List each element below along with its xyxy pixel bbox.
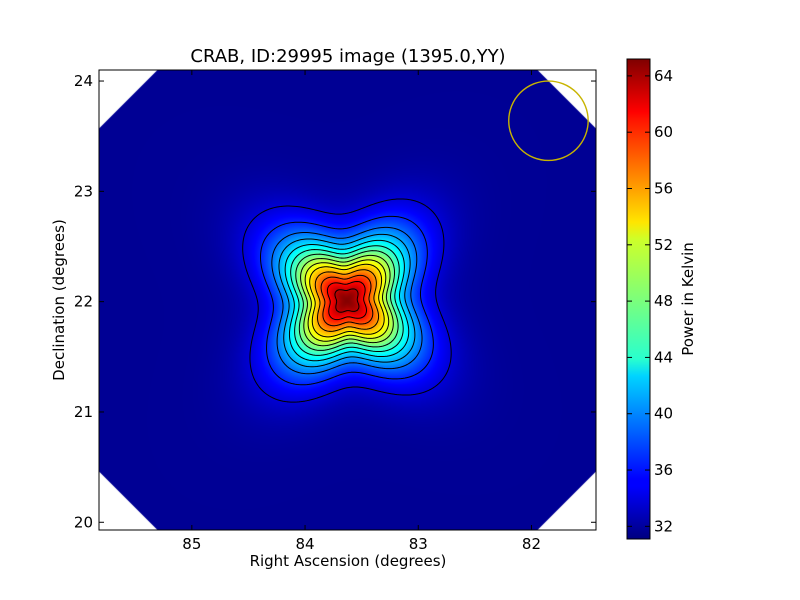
contour-level-13	[334, 288, 360, 313]
contour-level-3	[278, 233, 416, 368]
colorbar-ticks: 32 36 40 44 48 52 56 60 64	[627, 67, 673, 535]
contour-level-11	[320, 274, 374, 327]
x-tick-label: 82	[522, 535, 541, 553]
contour-level-2	[271, 226, 423, 375]
y-tick-label: 20	[74, 513, 93, 531]
y-axis-label: Declination (degrees)	[50, 219, 68, 381]
contour-group	[242, 198, 452, 403]
colorbar-tick-label: 48	[654, 292, 673, 310]
plot-area: 85 84 83 82 20 21 22 23 24	[74, 69, 597, 553]
contour-level-9	[309, 263, 385, 338]
colorbar-tick-label: 40	[654, 405, 673, 423]
chart-title: CRAB, ID:29995 image (1395.0,YY)	[190, 46, 505, 67]
contour-level-0	[242, 198, 452, 403]
beam-circle	[508, 80, 589, 162]
y-tick-label: 24	[74, 72, 93, 90]
colorbar-tick-label: 60	[654, 123, 673, 141]
x-tick-label: 85	[182, 535, 201, 553]
contour-level-4	[284, 239, 410, 362]
y-tick-label: 22	[74, 293, 93, 311]
y-tick-label: 21	[74, 403, 93, 421]
x-tick-label: 84	[295, 535, 314, 553]
colorbar-tick-label: 44	[654, 348, 673, 366]
contour-level-6	[295, 250, 399, 351]
colorbar: 32 36 40 44 48 52 56 60 64 Power in Kelvin	[626, 58, 697, 540]
contour-level-8	[304, 259, 390, 342]
contour-level-12	[326, 280, 368, 321]
y-tick-label: 23	[74, 182, 93, 200]
colorbar-tick-label: 56	[654, 180, 673, 198]
contour-level-5	[290, 245, 404, 356]
colorbar-tick-label: 36	[654, 461, 673, 479]
colorbar-gradient	[626, 58, 651, 540]
colorbar-tick-label: 52	[654, 236, 673, 254]
contour-level-7	[300, 254, 394, 347]
plot-frame	[98, 69, 597, 531]
heatmap-image	[99, 70, 596, 530]
y-axis-ticks: 20 21 22 23 24	[74, 72, 596, 531]
contour-level-1	[259, 215, 434, 386]
colorbar-tick-label: 32	[654, 517, 673, 535]
colorbar-tick-label: 64	[654, 67, 673, 85]
contour-level-10	[314, 269, 380, 332]
x-axis-ticks: 85 84 83 82	[182, 70, 541, 553]
x-axis-label: Right Ascension (degrees)	[250, 552, 447, 570]
x-tick-label: 83	[409, 535, 428, 553]
colorbar-label: Power in Kelvin	[679, 242, 697, 356]
